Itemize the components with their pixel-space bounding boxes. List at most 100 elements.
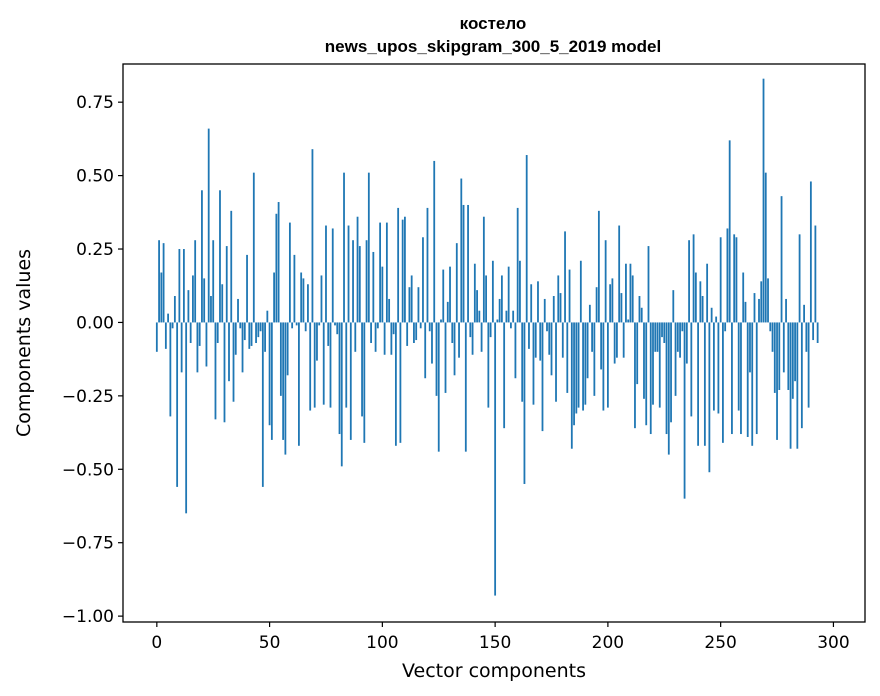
bar [550, 322, 553, 376]
bar [397, 207, 400, 323]
bar [629, 263, 632, 323]
bar [318, 322, 321, 326]
bar [408, 287, 411, 323]
bar [640, 307, 643, 323]
bar [449, 266, 451, 323]
bar [354, 322, 357, 352]
bar [480, 322, 483, 352]
bar [291, 322, 294, 329]
bar [282, 322, 285, 440]
bar [616, 322, 618, 358]
bar [476, 290, 478, 323]
bar [221, 284, 224, 323]
bar [762, 78, 765, 323]
bar [347, 225, 350, 323]
bar [656, 322, 659, 352]
bar [388, 298, 391, 323]
bar [746, 322, 749, 437]
chart-title: костело [460, 14, 527, 33]
bar [487, 322, 490, 408]
bar [164, 322, 167, 349]
bar [588, 304, 591, 323]
bar [652, 322, 654, 405]
bar [807, 322, 810, 408]
y-tick-label: 0.50 [76, 167, 114, 187]
bar [225, 246, 228, 323]
bar [329, 322, 332, 408]
bar [814, 225, 817, 323]
bar [742, 272, 745, 323]
bar [665, 322, 668, 435]
bar [413, 322, 415, 343]
bar [298, 322, 300, 446]
bar [715, 316, 718, 323]
bar [760, 281, 763, 323]
bar [688, 240, 690, 323]
bar [498, 298, 501, 323]
bar [230, 210, 233, 323]
bar [597, 210, 600, 323]
bar [625, 263, 627, 323]
bar [279, 322, 282, 396]
bar [241, 322, 244, 373]
bar [169, 322, 172, 417]
bar [618, 225, 621, 323]
bar [257, 322, 260, 338]
bar [751, 322, 754, 446]
bar [654, 322, 657, 352]
bar [372, 251, 375, 323]
bar [532, 322, 535, 405]
bar [613, 322, 616, 364]
bar [198, 322, 201, 346]
bar [494, 322, 497, 596]
bar [780, 196, 783, 323]
bar [674, 322, 677, 396]
bar [627, 319, 630, 323]
bar [712, 322, 715, 411]
bar [753, 293, 756, 323]
bar [782, 322, 785, 373]
bar [559, 293, 562, 323]
bar [365, 240, 368, 323]
bar [500, 275, 503, 323]
bar [570, 322, 573, 449]
bar [485, 275, 487, 323]
bar [331, 228, 334, 323]
bar [295, 322, 298, 326]
bar [478, 310, 481, 323]
bar [679, 322, 681, 358]
bar [564, 231, 566, 323]
bar [767, 278, 769, 323]
bar [672, 290, 675, 323]
bar [473, 263, 476, 323]
bar [223, 322, 226, 423]
bar [173, 296, 176, 323]
bar [467, 204, 469, 323]
bar [489, 322, 492, 338]
bar [728, 140, 731, 323]
bar [340, 322, 343, 467]
bar [302, 278, 305, 323]
bar [392, 322, 395, 335]
bar [268, 322, 271, 426]
bar [367, 172, 370, 323]
bar [212, 240, 215, 323]
bar [787, 322, 790, 390]
bar [334, 322, 336, 326]
y-tick-label: −1.00 [62, 607, 114, 627]
bar [316, 322, 318, 361]
bar [189, 322, 192, 343]
bar [591, 322, 593, 352]
bar [304, 322, 307, 332]
bar [451, 322, 454, 343]
bar [809, 181, 812, 323]
bar [525, 155, 528, 323]
bar [162, 243, 165, 323]
bar [764, 172, 767, 323]
bar [404, 216, 406, 323]
bar [685, 322, 688, 364]
x-axis-label: Vector components [402, 660, 586, 682]
bar [482, 216, 485, 323]
bar [778, 322, 781, 390]
